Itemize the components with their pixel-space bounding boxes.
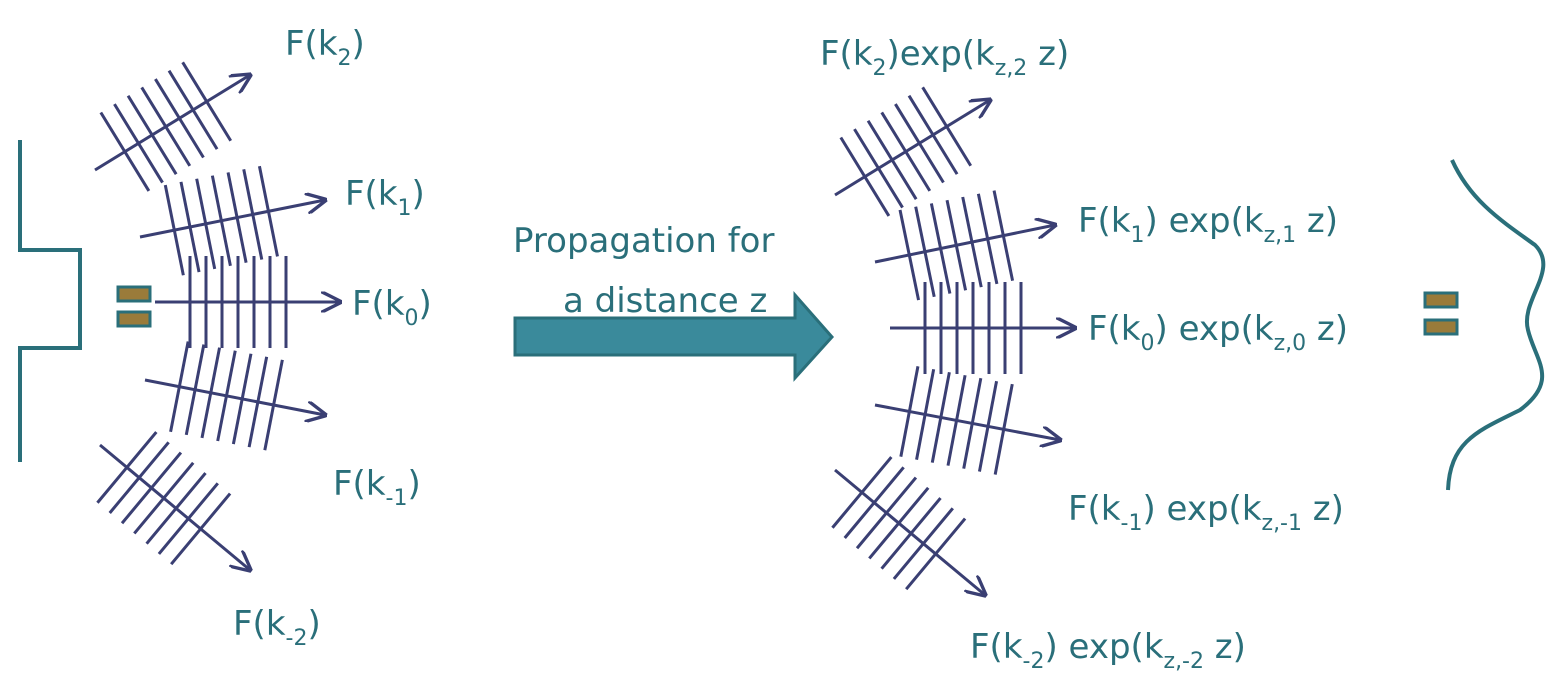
wavefront <box>155 79 203 157</box>
subscript: 1 <box>1131 223 1145 248</box>
subscript: z,-1 <box>1262 511 1302 536</box>
source-box <box>118 312 150 326</box>
label-text: ) exp(k <box>1155 309 1274 349</box>
aperture <box>20 140 80 462</box>
wavefront <box>923 87 971 165</box>
label-text: z) <box>1302 489 1344 529</box>
wavefront <box>868 121 916 199</box>
subscript: z,0 <box>1274 331 1307 356</box>
label-text: z) <box>1027 34 1069 74</box>
subscript: 2 <box>338 46 352 71</box>
wavefront <box>854 129 902 207</box>
subscript: z,2 <box>995 56 1028 81</box>
label-text: F(k <box>233 604 286 644</box>
wavefront <box>101 112 149 190</box>
label-text: F(k <box>1078 201 1131 241</box>
label-text: z) <box>1204 627 1246 667</box>
wave-label: F(k2) <box>285 24 365 71</box>
label-text: ) exp(k <box>1142 489 1261 529</box>
field-box <box>1425 293 1457 307</box>
label-text: ) <box>407 464 420 504</box>
label-text: z) <box>1306 309 1348 349</box>
wavefront <box>895 104 943 182</box>
label-text: F(k <box>352 284 405 324</box>
wave-label: F(k0) exp(kz,0 z) <box>1088 309 1348 356</box>
subscript: -1 <box>1121 511 1143 536</box>
label-text: ) <box>419 284 432 324</box>
label-text: z) <box>1296 201 1338 241</box>
wavefront <box>142 87 190 165</box>
label-text: )exp(k <box>887 34 996 74</box>
wave-vector <box>145 380 325 415</box>
wavefront <box>909 96 957 174</box>
label-text: F(k <box>285 24 338 64</box>
wavefront <box>114 104 162 182</box>
label-text: F(k <box>820 34 873 74</box>
wave-label: F(k1) <box>345 174 425 221</box>
wave-label: F(k-2) exp(kz,-2 z) <box>970 627 1246 674</box>
subscript: z,1 <box>1264 223 1297 248</box>
label-text: F(k <box>1088 309 1141 349</box>
wave-vector <box>875 225 1055 262</box>
caption: Propagation for <box>513 221 774 261</box>
wave-vector <box>95 75 250 170</box>
subscript: 1 <box>398 196 412 221</box>
wavefront <box>128 96 176 174</box>
wavefront <box>841 137 889 215</box>
label-text: ) exp(k <box>1044 627 1163 667</box>
subscript: 0 <box>405 306 419 331</box>
wave-label: F(k0) <box>352 284 432 331</box>
label-text: ) <box>412 174 425 214</box>
subscript: -1 <box>386 486 408 511</box>
field-box <box>1425 320 1457 334</box>
wave-label: F(k-1) <box>333 464 421 511</box>
source-box <box>118 287 150 301</box>
label-text: ) exp(k <box>1145 201 1264 241</box>
label-text: ) <box>352 24 365 64</box>
wave-label: F(k2)exp(kz,2 z) <box>820 34 1069 81</box>
wavefront <box>169 71 217 149</box>
wave-vector <box>875 405 1060 440</box>
subscript: -2 <box>1023 649 1045 674</box>
wavefront <box>882 112 930 190</box>
caption: a distance z <box>563 281 767 321</box>
wave-vector <box>140 200 325 237</box>
wave-label: F(k-2) <box>233 604 321 651</box>
wave-label: F(k-1) exp(kz,-1 z) <box>1068 489 1344 536</box>
subscript: z,-2 <box>1164 649 1204 674</box>
wavefront <box>183 62 231 140</box>
subscript: -2 <box>286 626 308 651</box>
label-text: F(k <box>1068 489 1121 529</box>
field-profile <box>1448 160 1543 490</box>
subscript: 2 <box>873 56 887 81</box>
subscript: 0 <box>1141 331 1155 356</box>
label-text: F(k <box>333 464 386 504</box>
label-text: F(k <box>345 174 398 214</box>
diagram: Propagation for a distance z F(k2)F(k1)F… <box>0 0 1546 677</box>
wave-label: F(k1) exp(kz,1 z) <box>1078 201 1338 248</box>
label-text: F(k <box>970 627 1023 667</box>
wave-vector <box>835 100 990 195</box>
label-text: ) <box>307 604 320 644</box>
